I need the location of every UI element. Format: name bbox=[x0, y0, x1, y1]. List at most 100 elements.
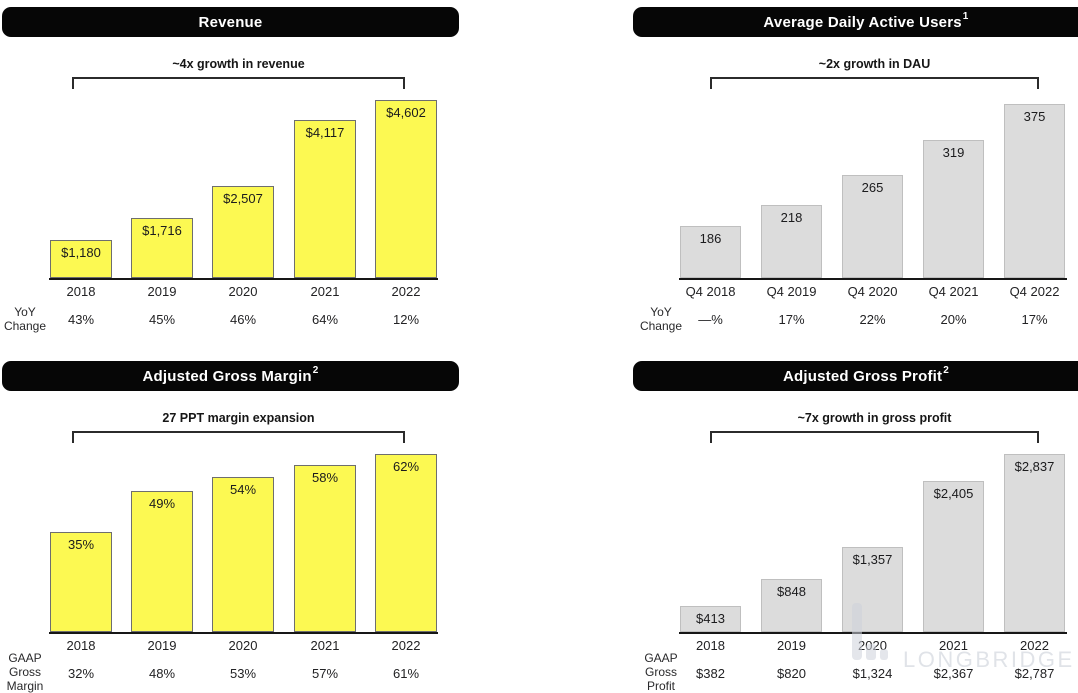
footer-row-label-line: GAAP bbox=[644, 651, 678, 665]
footer-value: 61% bbox=[392, 666, 420, 681]
footer-value: 53% bbox=[229, 666, 257, 681]
chart-title: Adjusted Gross Profit bbox=[783, 367, 943, 385]
bar-2019: $848 bbox=[761, 579, 822, 632]
bar-value-label: 49% bbox=[148, 496, 176, 511]
growth-annotation: ~7x growth in gross profit bbox=[797, 411, 952, 425]
growth-annotation: ~4x growth in revenue bbox=[172, 57, 305, 71]
footer-row-label: GAAP Gross Margin bbox=[0, 651, 57, 693]
bar-group: 35% 49% 54% 58% 62% bbox=[0, 354, 539, 632]
bar-group: $1,180 $1,716 $2,507 $4,117 $4,602 bbox=[0, 0, 539, 278]
footer-value: 48% bbox=[148, 666, 176, 681]
footer-row-label-line: YoY bbox=[650, 305, 672, 319]
bar-2018: $413 bbox=[680, 606, 741, 632]
x-tick-label: 2020 bbox=[858, 638, 887, 653]
footer-row-label-line: Change bbox=[639, 319, 683, 333]
growth-bracket bbox=[710, 77, 1039, 89]
footer-value: 22% bbox=[859, 312, 886, 327]
bar-value-label: $4,602 bbox=[386, 105, 426, 120]
bar-2020: $2,507 bbox=[212, 186, 274, 278]
bar-2021: $4,117 bbox=[294, 120, 356, 278]
bar-q4-2021: 319 bbox=[923, 140, 984, 278]
bar-2019: 49% bbox=[131, 491, 193, 632]
x-tick-label: 2018 bbox=[696, 638, 725, 653]
footer-row-label-line: Gross bbox=[644, 665, 677, 679]
bar-value-label: 265 bbox=[861, 180, 884, 195]
bar-value-label: $1,716 bbox=[142, 223, 182, 238]
bar-2020: $1,357 bbox=[842, 547, 903, 632]
x-axis-line bbox=[679, 632, 1067, 634]
footer-value: 57% bbox=[311, 666, 339, 681]
x-axis-line bbox=[49, 278, 438, 280]
growth-bracket bbox=[72, 77, 405, 89]
bar-value-label: $4,117 bbox=[305, 125, 345, 140]
bar-value-label: $1,180 bbox=[61, 245, 101, 260]
bar-2020: 54% bbox=[212, 477, 274, 632]
bar-value-label: 35% bbox=[67, 537, 95, 552]
footer-value: 32% bbox=[67, 666, 95, 681]
footer-row-label: YoY Change bbox=[629, 305, 693, 333]
bar-value-label: $2,837 bbox=[1014, 459, 1055, 474]
chart-title: Revenue bbox=[198, 13, 263, 31]
bar-value-label: 218 bbox=[780, 210, 803, 225]
chart-title-pill: Adjusted Gross Profit 2 bbox=[633, 361, 1078, 391]
bar-group: 186 218 265 319 375 bbox=[539, 0, 1078, 278]
x-tick-label: 2022 bbox=[391, 638, 421, 653]
chart-title-pill: Adjusted Gross Margin 2 bbox=[2, 361, 459, 391]
bar-value-label: $2,405 bbox=[933, 486, 974, 501]
x-axis-line bbox=[679, 278, 1067, 280]
x-axis-line bbox=[49, 632, 438, 634]
x-tick-label: Q4 2021 bbox=[928, 284, 979, 299]
footer-row-label-line: Profit bbox=[646, 679, 675, 693]
bar-value-label: 319 bbox=[942, 145, 965, 160]
chart-panel-adjusted-gross-profit: Adjusted Gross Profit 2 ~7x growth in gro… bbox=[539, 354, 1078, 693]
bar-value-label: 54% bbox=[229, 482, 257, 497]
footer-value: 45% bbox=[148, 312, 176, 327]
bar-2022: $4,602 bbox=[375, 100, 437, 278]
footer-value: 17% bbox=[1021, 312, 1048, 327]
footer-value: 17% bbox=[778, 312, 805, 327]
x-tick-label: 2021 bbox=[310, 284, 340, 299]
x-tick-label: 2019 bbox=[147, 638, 177, 653]
x-tick-label: Q4 2018 bbox=[685, 284, 736, 299]
bar-q4-2019: 218 bbox=[761, 205, 822, 278]
bar-q4-2022: 375 bbox=[1004, 104, 1065, 278]
footer-row-label-line: YoY bbox=[14, 305, 36, 319]
x-tick-label: Q4 2019 bbox=[766, 284, 817, 299]
bar-2022: $2,837 bbox=[1004, 454, 1065, 632]
bar-value-label: $1,357 bbox=[852, 552, 893, 567]
bar-value-label: 62% bbox=[392, 459, 420, 474]
growth-bracket bbox=[72, 431, 405, 443]
x-tick-label: 2021 bbox=[939, 638, 968, 653]
bar-value-label: $848 bbox=[777, 584, 806, 599]
growth-annotation: 27 PPT margin expansion bbox=[162, 411, 315, 425]
bar-value-label: 58% bbox=[311, 470, 339, 485]
x-tick-label: 2019 bbox=[777, 638, 806, 653]
footer-value: 43% bbox=[67, 312, 95, 327]
bar-value-label: 375 bbox=[1023, 109, 1046, 124]
footer-value: $1,324 bbox=[852, 666, 893, 681]
growth-annotation: ~2x growth in DAU bbox=[818, 57, 931, 71]
bar-2021: 58% bbox=[294, 465, 356, 632]
x-tick-label: 2022 bbox=[1020, 638, 1049, 653]
bar-2018: $1,180 bbox=[50, 240, 112, 278]
footer-value: 20% bbox=[940, 312, 967, 327]
footer-value: —% bbox=[698, 312, 723, 327]
bar-group: $413 $848 $1,357 $2,405 $2,837 bbox=[539, 354, 1078, 632]
footer-row-label-line: Gross bbox=[8, 665, 41, 679]
footer-value: $2,787 bbox=[1014, 666, 1055, 681]
x-tick-label: 2020 bbox=[228, 284, 258, 299]
growth-bracket bbox=[710, 431, 1039, 443]
bar-2022: 62% bbox=[375, 454, 437, 632]
chart-title-pill: Average Daily Active Users 1 bbox=[633, 7, 1078, 37]
bar-2021: $2,405 bbox=[923, 481, 984, 632]
bar-value-label: $2,507 bbox=[223, 191, 263, 206]
bar-q4-2020: 265 bbox=[842, 175, 903, 278]
x-tick-label: 2018 bbox=[66, 638, 96, 653]
footer-value: 64% bbox=[311, 312, 339, 327]
bar-value-label: 186 bbox=[699, 231, 722, 246]
x-tick-label: 2019 bbox=[147, 284, 177, 299]
x-tick-label: 2018 bbox=[66, 284, 96, 299]
x-tick-label: 2021 bbox=[310, 638, 340, 653]
footer-value: $382 bbox=[696, 666, 725, 681]
